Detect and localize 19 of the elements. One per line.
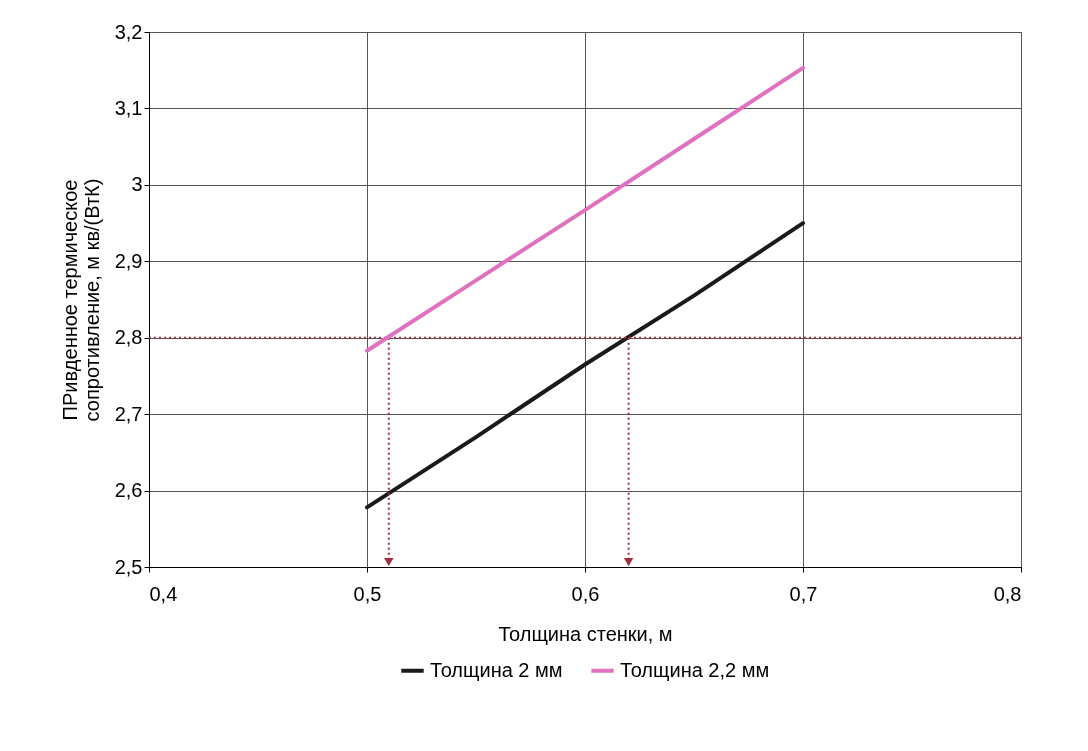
x-tick-label: 0,8	[993, 582, 1022, 605]
y-tick-label: 2,5	[114, 555, 143, 578]
line-series	[365, 221, 805, 510]
x-axis-title: Толщина стенки, м	[498, 622, 673, 645]
y-tick-label: 2,8	[114, 326, 143, 349]
y-tick-label: 3,1	[114, 96, 143, 119]
legend-label: Толщина 2 мм	[430, 658, 563, 681]
y-tick-label: 3,2	[114, 20, 143, 43]
y-tick-label: 2,9	[114, 249, 143, 272]
line-series	[365, 65, 805, 353]
x-tick-label: 0,6	[571, 582, 600, 605]
x-tick-label: 0,7	[789, 582, 818, 605]
legend-label: Толщина 2,2 мм	[620, 658, 770, 681]
y-tick-label: 3	[131, 173, 143, 196]
x-tick-label: 0,5	[353, 582, 382, 605]
y-tick-label: 2,7	[114, 402, 143, 425]
y-tick-label: 2,6	[114, 479, 143, 502]
y-axis-title: ПРивденное термическое сопротивление, м кв/(ВтК)	[58, 178, 103, 422]
x-tick-label: 0,4	[149, 582, 178, 605]
